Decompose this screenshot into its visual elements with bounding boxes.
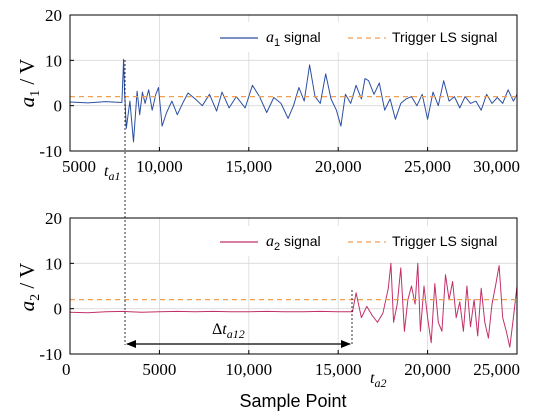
top-legend-label-a1: a1 signal [266, 29, 321, 49]
top-y-axis-label: a1 / V [15, 59, 43, 108]
top-x-tick-label: 30,000 [473, 157, 520, 176]
bottom-x-tick-label: 15,000 [315, 360, 362, 379]
bottom-plot-frame [69, 217, 518, 355]
bottom-x-axis-label: Sample Point [239, 391, 346, 411]
bottom-series-group [69, 262, 518, 348]
top-annotation-ta1: ta1 [104, 163, 120, 183]
bottom-legend: a2 signal Trigger LS signal [214, 226, 516, 256]
bottom-y-tick-label: 10 [45, 254, 62, 273]
bottom-y-axis-label: a2 / V [15, 263, 43, 312]
bottom-annotation-delta-ta12: Δta12 [212, 321, 245, 341]
top-y-tick-label: 20 [45, 6, 62, 25]
top-legend: a1 signal Trigger LS signal [214, 22, 516, 52]
bottom-x-tick-label: 20,000 [404, 360, 451, 379]
top-series-group [69, 58, 518, 143]
bottom-legend-label-a2: a2 signal [266, 233, 321, 253]
top-x-tick-label: 15,000 [225, 157, 272, 176]
top-legend-box [214, 22, 516, 52]
top-x-tick-label: 25,000 [404, 157, 451, 176]
top-x-tick-label: 20,000 [315, 157, 362, 176]
bottom-series-signal [69, 262, 518, 348]
top-y-tick-label: 0 [54, 97, 63, 116]
bottom-ylabel-var: a [15, 301, 39, 312]
top-y-tick-label: -10 [39, 142, 62, 161]
bottom-y-tick-label: -10 [39, 345, 62, 364]
top-ylabel-var: a [15, 97, 39, 108]
top-ticks: 5000 10,000 15,000 20,000 25,000 30,000 -10 0 10… [39, 6, 520, 176]
top-y-tick-label: 10 [45, 51, 62, 70]
bottom-y-tick-label: 0 [54, 300, 63, 319]
bottom-x-tick-label: 0 [62, 360, 71, 379]
top-plot-frame [69, 14, 518, 152]
top-legend-label-trigger: Trigger LS signal [392, 29, 497, 45]
bottom-ylabel-sub: 2 [28, 294, 43, 301]
bottom-x-tick-label: 25,000 [473, 360, 520, 379]
bottom-x-tick-label: 5000 [142, 360, 176, 379]
top-ylabel-unit: / V [15, 59, 39, 90]
bottom-x-tick-label: 10,000 [225, 360, 272, 379]
top-x-tick-label: 5000 [62, 157, 96, 176]
top-ylabel-sub: 1 [28, 90, 43, 97]
bottom-legend-box [214, 226, 516, 256]
top-series-signal [69, 58, 518, 143]
bottom-annotation-ta2: ta2 [370, 370, 386, 390]
bottom-ylabel-unit: / V [15, 263, 39, 294]
bottom-legend-label-trigger: Trigger LS signal [392, 233, 497, 249]
top-x-tick-label: 10,000 [136, 157, 183, 176]
bottom-y-tick-label: 20 [45, 209, 62, 228]
annotation-markers [124, 60, 353, 348]
top-panel: 5000 10,000 15,000 20,000 25,000 30,000 -10 0 10… [15, 6, 520, 183]
